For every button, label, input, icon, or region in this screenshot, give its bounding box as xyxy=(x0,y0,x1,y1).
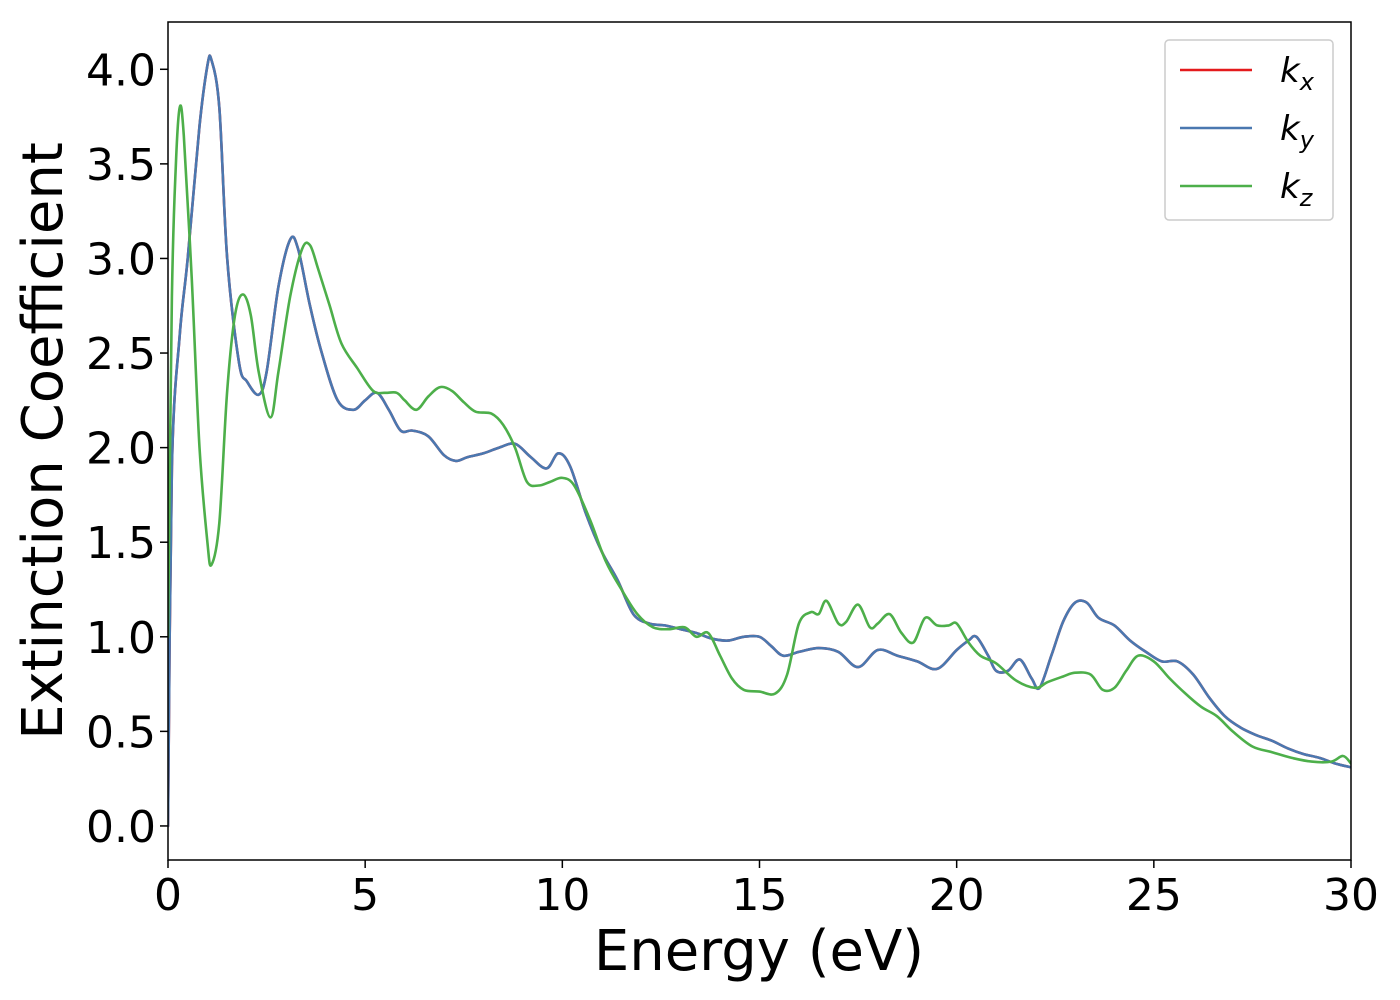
x-tick-label: 5 xyxy=(351,870,379,921)
y-tick-label: 0.5 xyxy=(86,707,156,758)
x-tick-label: 30 xyxy=(1323,870,1379,921)
x-tick-label: 25 xyxy=(1126,870,1182,921)
y-tick-label: 2.5 xyxy=(86,329,156,380)
y-tick-label: 1.0 xyxy=(86,613,156,664)
x-axis-label: Energy (eV) xyxy=(594,919,924,984)
y-tick-label: 1.5 xyxy=(86,518,156,569)
x-axis-ticks: 0 5 10 15 20 25 30 xyxy=(154,860,1379,921)
x-tick-label: 20 xyxy=(929,870,985,921)
y-tick-label: 3.5 xyxy=(86,140,156,191)
legend-box xyxy=(1164,39,1334,221)
y-tick-label: 3.0 xyxy=(86,234,156,285)
x-tick-label: 15 xyxy=(732,870,788,921)
legend-label-subscript: z xyxy=(1299,184,1314,212)
x-tick-label: 10 xyxy=(534,870,590,921)
series-line-ky xyxy=(168,54,1351,828)
series-line-kz xyxy=(168,104,1351,765)
y-tick-label: 2.0 xyxy=(86,424,156,475)
x-tick-label: 0 xyxy=(154,870,182,921)
y-axis-label: Extinction Coefficient xyxy=(11,142,76,740)
legend-label-subscript: y xyxy=(1299,126,1315,154)
legend-label-subscript: x xyxy=(1299,68,1315,96)
y-tick-label: 0.0 xyxy=(86,802,156,853)
series-layer xyxy=(168,54,1351,828)
y-axis-ticks: 0.0 0.5 1.0 1.5 2.0 2.5 3.0 3.5 4.0 xyxy=(86,45,168,853)
y-tick-label: 4.0 xyxy=(86,45,156,96)
